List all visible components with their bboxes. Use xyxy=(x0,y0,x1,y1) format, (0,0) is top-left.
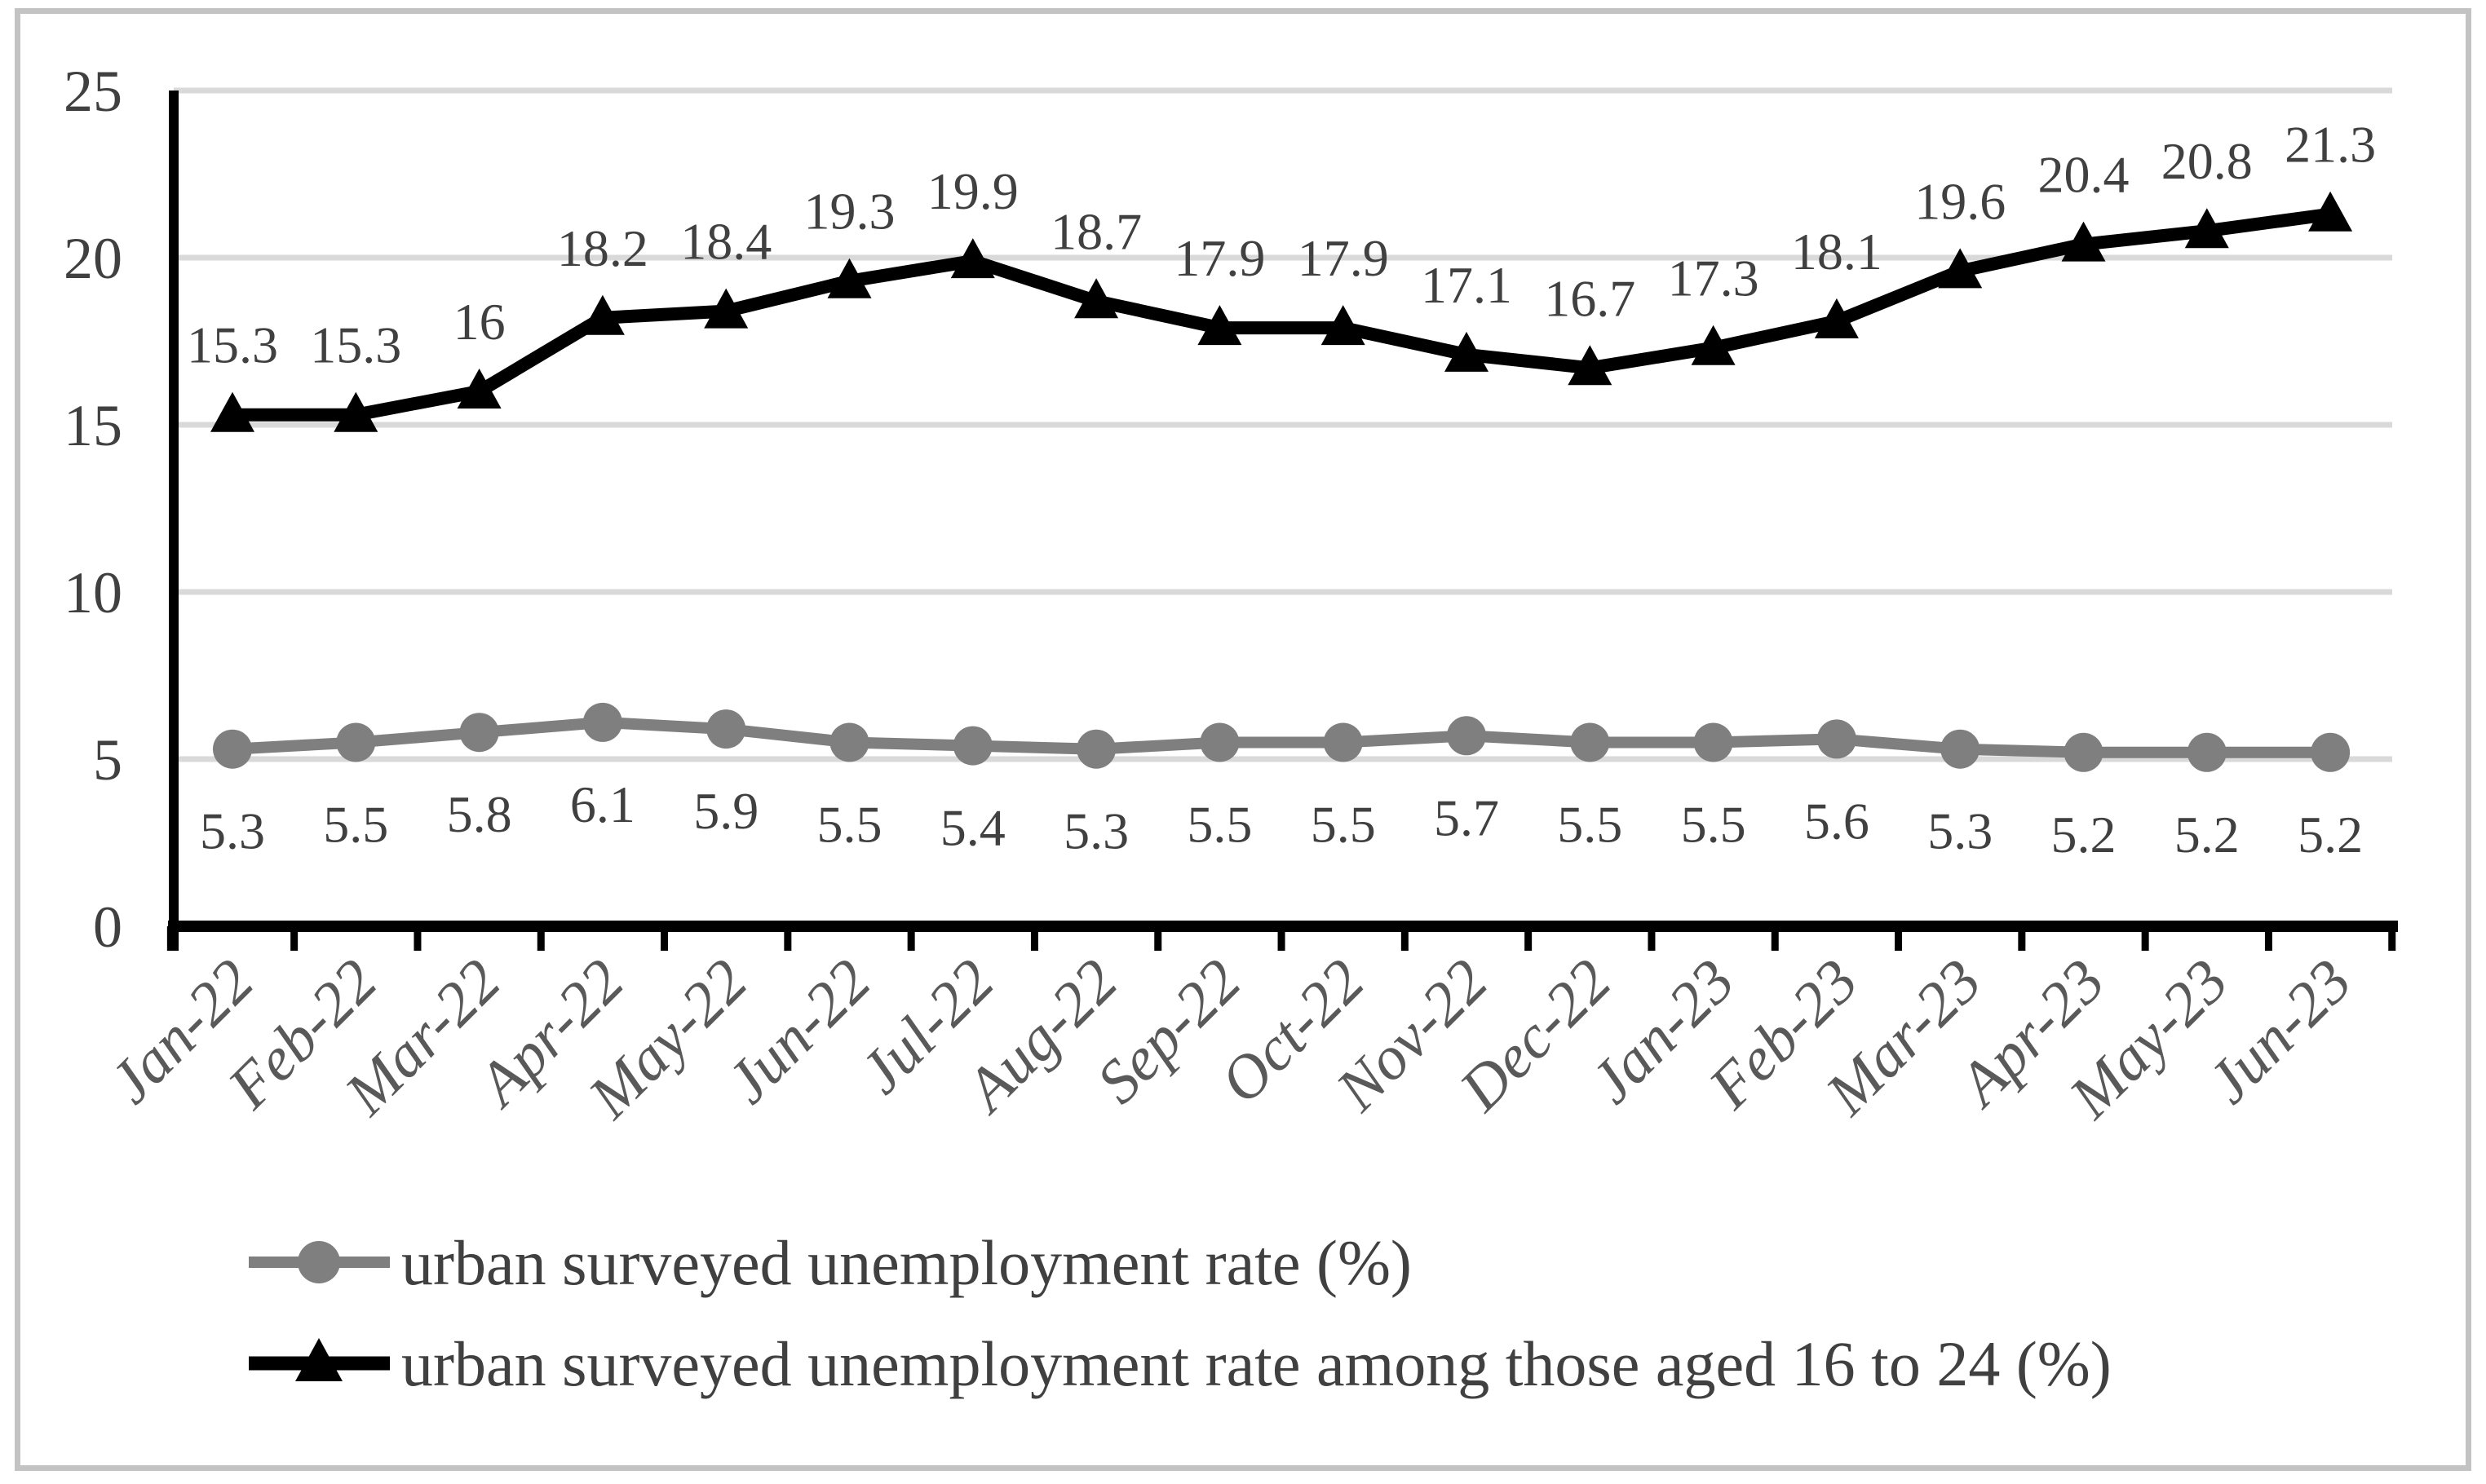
data-label: 18.4 xyxy=(680,213,772,271)
circle-marker xyxy=(1940,729,1980,769)
data-label: 18.2 xyxy=(557,219,648,277)
circle-marker xyxy=(1323,722,1363,762)
legend-item: urban surveyed unemployment rate (%) xyxy=(249,1227,1412,1298)
triangle-marker xyxy=(1814,298,1859,338)
data-label: 16.7 xyxy=(1544,269,1635,327)
data-label: 17.9 xyxy=(1174,229,1265,287)
data-label: 5.5 xyxy=(1557,796,1622,854)
circle-marker xyxy=(1077,729,1117,769)
triangle-marker xyxy=(1197,305,1242,346)
series-youth: 15.3 15.3 16 18.2 18.4 19.3 19.9 18.7 17.9 17.9 17… xyxy=(187,116,2376,432)
circle-marker xyxy=(706,709,746,749)
triangle-marker xyxy=(580,294,625,335)
data-label: 5.8 xyxy=(447,785,512,843)
triangle-marker xyxy=(1444,331,1489,372)
data-label: 5.9 xyxy=(693,782,759,840)
data-label: 20.4 xyxy=(2038,146,2130,204)
data-label: 15.3 xyxy=(187,316,278,374)
data-label: 5.5 xyxy=(817,796,882,854)
data-label: 5.4 xyxy=(940,799,1006,857)
triangle-marker xyxy=(334,391,378,432)
data-label: 17.1 xyxy=(1421,256,1512,314)
legend-label: urban surveyed unemployment rate among t… xyxy=(401,1328,2112,1399)
circle-marker xyxy=(336,722,376,762)
triangle-marker xyxy=(1691,325,1736,365)
triangle-marker xyxy=(1074,278,1119,319)
data-label: 5.3 xyxy=(1927,802,1993,860)
series-data-labels: 15.3 15.3 16 18.2 18.4 19.3 19.9 18.7 17.9 17.9 17… xyxy=(187,116,2376,374)
data-label: 5.5 xyxy=(1311,796,1376,854)
data-label: 5.2 xyxy=(2298,806,2363,863)
data-label: 17.9 xyxy=(1298,229,1389,287)
circle-marker xyxy=(2311,732,2351,772)
triangle-marker xyxy=(2184,208,2229,249)
series-line xyxy=(232,716,2331,758)
data-label: 5.3 xyxy=(1064,802,1129,860)
legend-item: urban surveyed unemployment rate among t… xyxy=(249,1328,2112,1399)
data-label: 5.3 xyxy=(200,802,265,860)
circle-marker xyxy=(829,722,869,762)
circle-marker xyxy=(1200,722,1240,762)
circle-marker xyxy=(1816,719,1856,759)
data-label: 5.7 xyxy=(1434,788,1499,846)
data-label: 17.3 xyxy=(1668,250,1759,307)
triangle-marker xyxy=(1938,248,1983,289)
circle-marker xyxy=(2187,732,2227,772)
data-label: 19.3 xyxy=(804,183,896,241)
data-label: 5.2 xyxy=(2174,806,2240,863)
circle-marker xyxy=(459,713,499,753)
series-line xyxy=(232,207,2332,422)
data-label: 19.9 xyxy=(927,162,1019,220)
series-data-labels: 5.3 5.5 5.8 6.1 5.9 5.5 5.4 5.3 5.5 5.5 5.7 5.5 5.5 5… xyxy=(200,775,2363,863)
data-label: 20.8 xyxy=(2161,132,2253,190)
triangle-marker xyxy=(1320,305,1365,346)
legend: urban surveyed unemployment rate (%) urba… xyxy=(249,1227,2112,1399)
circle-marker xyxy=(1447,716,1486,756)
circle-marker xyxy=(2064,732,2103,772)
data-label: 5.2 xyxy=(2051,806,2117,863)
triangle-marker xyxy=(1568,345,1612,386)
y-axis-tick-label: 20 xyxy=(64,226,122,291)
triangle-marker xyxy=(457,369,502,409)
triangle-marker xyxy=(210,391,254,432)
data-label: 18.7 xyxy=(1051,202,1142,260)
y-axis-tick-label: 25 xyxy=(64,59,122,124)
data-label: 18.1 xyxy=(1791,223,1882,280)
triangle-marker xyxy=(2308,191,2353,232)
data-label: 15.3 xyxy=(310,316,401,374)
legend-circle-marker xyxy=(298,1241,340,1283)
legend-label: urban surveyed unemployment rate (%) xyxy=(401,1227,1412,1298)
legend-triangle-marker xyxy=(295,1338,343,1381)
gridlines xyxy=(174,87,2392,762)
data-label: 21.3 xyxy=(2285,116,2376,174)
y-axis-tick-label: 5 xyxy=(93,727,122,793)
data-label: 19.6 xyxy=(1914,172,2006,230)
circle-marker xyxy=(213,729,252,769)
data-label: 16 xyxy=(453,293,506,351)
data-label: 5.5 xyxy=(1681,796,1746,854)
triangle-marker xyxy=(827,258,872,298)
axes xyxy=(166,91,2398,951)
data-label: 5.6 xyxy=(1804,792,1869,850)
triangle-marker xyxy=(2061,221,2106,262)
triangle-marker xyxy=(704,288,749,329)
circle-marker xyxy=(953,726,993,766)
circle-marker xyxy=(1693,722,1733,762)
circle-marker xyxy=(582,702,622,742)
y-axis-tick-label: 15 xyxy=(64,393,122,458)
data-label: 6.1 xyxy=(570,775,635,833)
y-axis-tick-label: 10 xyxy=(64,560,122,625)
circle-marker xyxy=(1570,722,1610,762)
triangle-marker xyxy=(950,238,995,279)
data-label: 5.5 xyxy=(1187,796,1252,854)
series-overall: 5.3 5.5 5.8 6.1 5.9 5.5 5.4 5.3 5.5 5.5 5.7 5.5 5.5 5… xyxy=(200,702,2363,863)
y-axis-labels: 0 5 10 15 20 25 xyxy=(64,59,122,960)
data-label: 5.5 xyxy=(323,796,388,854)
y-axis-tick-label: 0 xyxy=(93,894,122,960)
